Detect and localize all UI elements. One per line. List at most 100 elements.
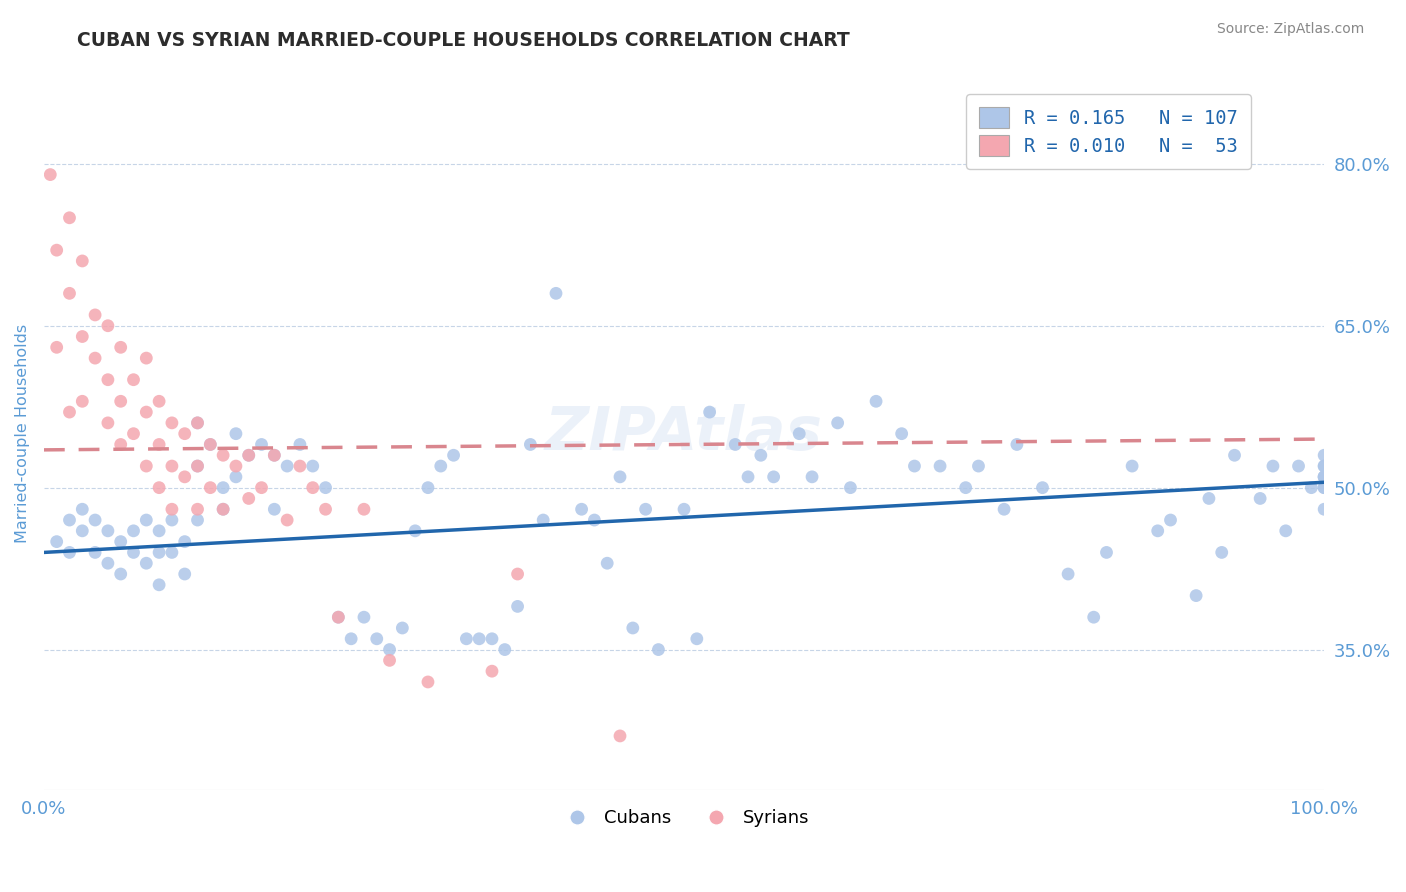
Point xyxy=(301,481,323,495)
Point xyxy=(238,491,260,506)
Point xyxy=(225,470,247,484)
Point xyxy=(481,664,503,678)
Point xyxy=(1249,491,1271,506)
Point xyxy=(58,513,80,527)
Point xyxy=(301,458,323,473)
Point xyxy=(1211,545,1233,559)
Point xyxy=(200,437,222,451)
Point xyxy=(45,340,67,354)
Point xyxy=(212,502,235,516)
Point xyxy=(135,405,157,419)
Point xyxy=(366,632,388,646)
Point xyxy=(186,502,208,516)
Point xyxy=(468,632,491,646)
Point xyxy=(250,437,273,451)
Point xyxy=(225,458,247,473)
Point xyxy=(84,545,107,559)
Point xyxy=(1313,458,1336,473)
Point xyxy=(749,448,772,462)
Point xyxy=(97,416,120,430)
Point xyxy=(1160,513,1182,527)
Point xyxy=(531,513,554,527)
Point xyxy=(787,426,810,441)
Point xyxy=(647,642,669,657)
Point xyxy=(1313,470,1336,484)
Point xyxy=(391,621,413,635)
Point xyxy=(84,513,107,527)
Point xyxy=(1313,481,1336,495)
Text: CUBAN VS SYRIAN MARRIED-COUPLE HOUSEHOLDS CORRELATION CHART: CUBAN VS SYRIAN MARRIED-COUPLE HOUSEHOLD… xyxy=(77,31,851,50)
Point xyxy=(200,437,222,451)
Point xyxy=(238,448,260,462)
Point xyxy=(72,254,94,268)
Point xyxy=(276,513,298,527)
Point xyxy=(122,524,145,538)
Point xyxy=(1313,448,1336,462)
Point xyxy=(238,448,260,462)
Point xyxy=(634,502,657,516)
Point xyxy=(1313,470,1336,484)
Point xyxy=(429,458,451,473)
Point xyxy=(416,675,439,690)
Point xyxy=(353,502,375,516)
Point xyxy=(506,567,529,582)
Point xyxy=(148,545,170,559)
Point xyxy=(110,340,132,354)
Point xyxy=(865,394,887,409)
Point xyxy=(1146,524,1168,538)
Point xyxy=(160,416,183,430)
Point xyxy=(890,426,912,441)
Point xyxy=(84,308,107,322)
Point xyxy=(1313,502,1336,516)
Point xyxy=(801,470,824,484)
Point xyxy=(39,168,62,182)
Point xyxy=(596,556,619,570)
Point xyxy=(160,458,183,473)
Point xyxy=(378,642,401,657)
Point xyxy=(110,394,132,409)
Point xyxy=(110,567,132,582)
Point xyxy=(212,448,235,462)
Point xyxy=(58,545,80,559)
Point xyxy=(148,481,170,495)
Point xyxy=(1185,589,1208,603)
Point xyxy=(186,458,208,473)
Point xyxy=(1198,491,1220,506)
Point xyxy=(45,243,67,257)
Point xyxy=(186,416,208,430)
Point xyxy=(955,481,977,495)
Point xyxy=(58,211,80,225)
Point xyxy=(45,534,67,549)
Point xyxy=(263,448,285,462)
Point xyxy=(1005,437,1028,451)
Point xyxy=(160,513,183,527)
Point xyxy=(263,502,285,516)
Point xyxy=(315,481,337,495)
Point xyxy=(276,458,298,473)
Point xyxy=(186,416,208,430)
Point xyxy=(212,502,235,516)
Point xyxy=(583,513,606,527)
Point xyxy=(122,426,145,441)
Point xyxy=(494,642,516,657)
Point xyxy=(148,394,170,409)
Point xyxy=(839,481,862,495)
Point xyxy=(1261,458,1284,473)
Point xyxy=(200,481,222,495)
Point xyxy=(993,502,1015,516)
Point xyxy=(288,437,311,451)
Point xyxy=(288,458,311,473)
Point xyxy=(58,405,80,419)
Point xyxy=(724,437,747,451)
Point xyxy=(225,426,247,441)
Point xyxy=(519,437,541,451)
Point xyxy=(1083,610,1105,624)
Point xyxy=(72,524,94,538)
Point xyxy=(173,534,195,549)
Point xyxy=(1313,470,1336,484)
Point xyxy=(122,545,145,559)
Point xyxy=(173,426,195,441)
Point xyxy=(609,470,631,484)
Point xyxy=(443,448,465,462)
Point xyxy=(1031,481,1053,495)
